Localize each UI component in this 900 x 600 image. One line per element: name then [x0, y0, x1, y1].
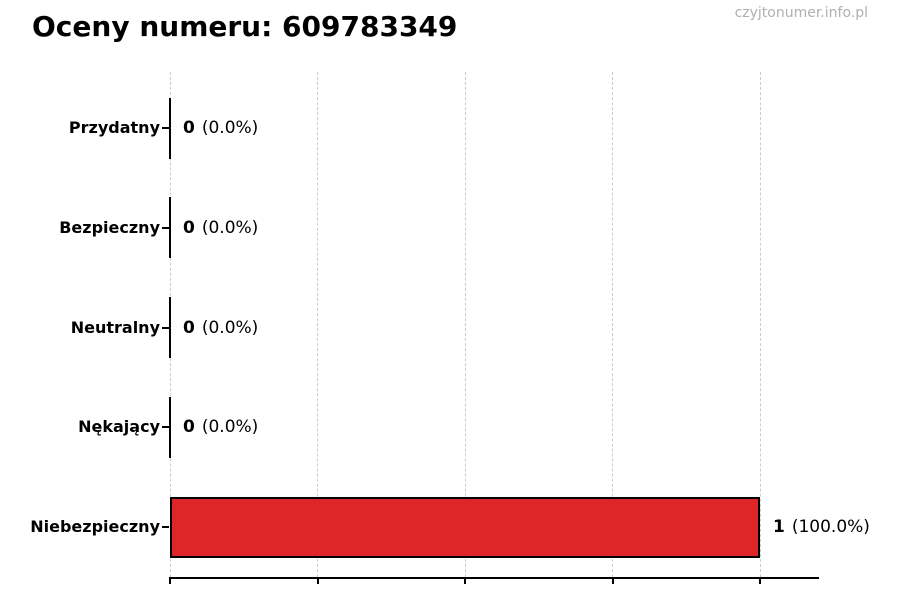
value-percent: (0.0%) — [201, 317, 259, 338]
value-label: 0 (0.0%) — [183, 415, 258, 439]
y-axis-tick — [162, 326, 169, 329]
category-label: Nękający — [78, 417, 160, 437]
value-number: 0 — [183, 217, 195, 238]
gridline-vertical — [612, 72, 613, 577]
y-axis-tick — [162, 127, 169, 129]
value-label: 0 (0.0%) — [183, 216, 258, 240]
zero-value-bar — [169, 97, 171, 159]
value-number: 1 — [773, 517, 785, 537]
value-percent: (100.0%) — [791, 517, 870, 537]
value-percent: (0.0%) — [201, 118, 259, 138]
category-label: Neutralny — [70, 317, 160, 337]
y-axis-tick — [162, 426, 169, 429]
x-axis-tick — [464, 577, 466, 584]
gridline-vertical — [464, 72, 466, 577]
category-label: Bezpieczny — [59, 217, 160, 237]
chart-title: Oceny numeru: 609783349 — [32, 10, 458, 43]
x-axis-tick — [316, 577, 319, 584]
x-axis-line — [170, 577, 819, 579]
bar — [170, 496, 760, 558]
x-axis-tick — [169, 577, 171, 584]
value-percent: (0.0%) — [201, 417, 259, 438]
y-axis-tick — [162, 226, 169, 229]
value-percent: (0.0%) — [201, 217, 259, 238]
value-number: 0 — [183, 417, 195, 438]
value-label: 0 (0.0%) — [183, 116, 258, 140]
zero-value-bar — [169, 396, 171, 458]
y-axis-tick — [162, 526, 169, 528]
category-label: Przydatny — [68, 118, 160, 137]
category-label: Niebezpieczny — [30, 517, 160, 536]
x-axis-tick — [759, 577, 761, 584]
x-axis-tick — [611, 577, 614, 584]
zero-value-bar — [169, 297, 171, 358]
value-number: 0 — [183, 317, 195, 338]
gridline-vertical — [317, 72, 318, 577]
value-label: 0 (0.0%) — [183, 316, 258, 340]
zero-value-bar — [169, 197, 171, 259]
value-label: 1 (100.0%) — [773, 515, 870, 539]
watermark-text: czyjtonumer.info.pl — [734, 5, 868, 21]
value-number: 0 — [183, 118, 195, 138]
gridline-vertical — [759, 72, 761, 577]
